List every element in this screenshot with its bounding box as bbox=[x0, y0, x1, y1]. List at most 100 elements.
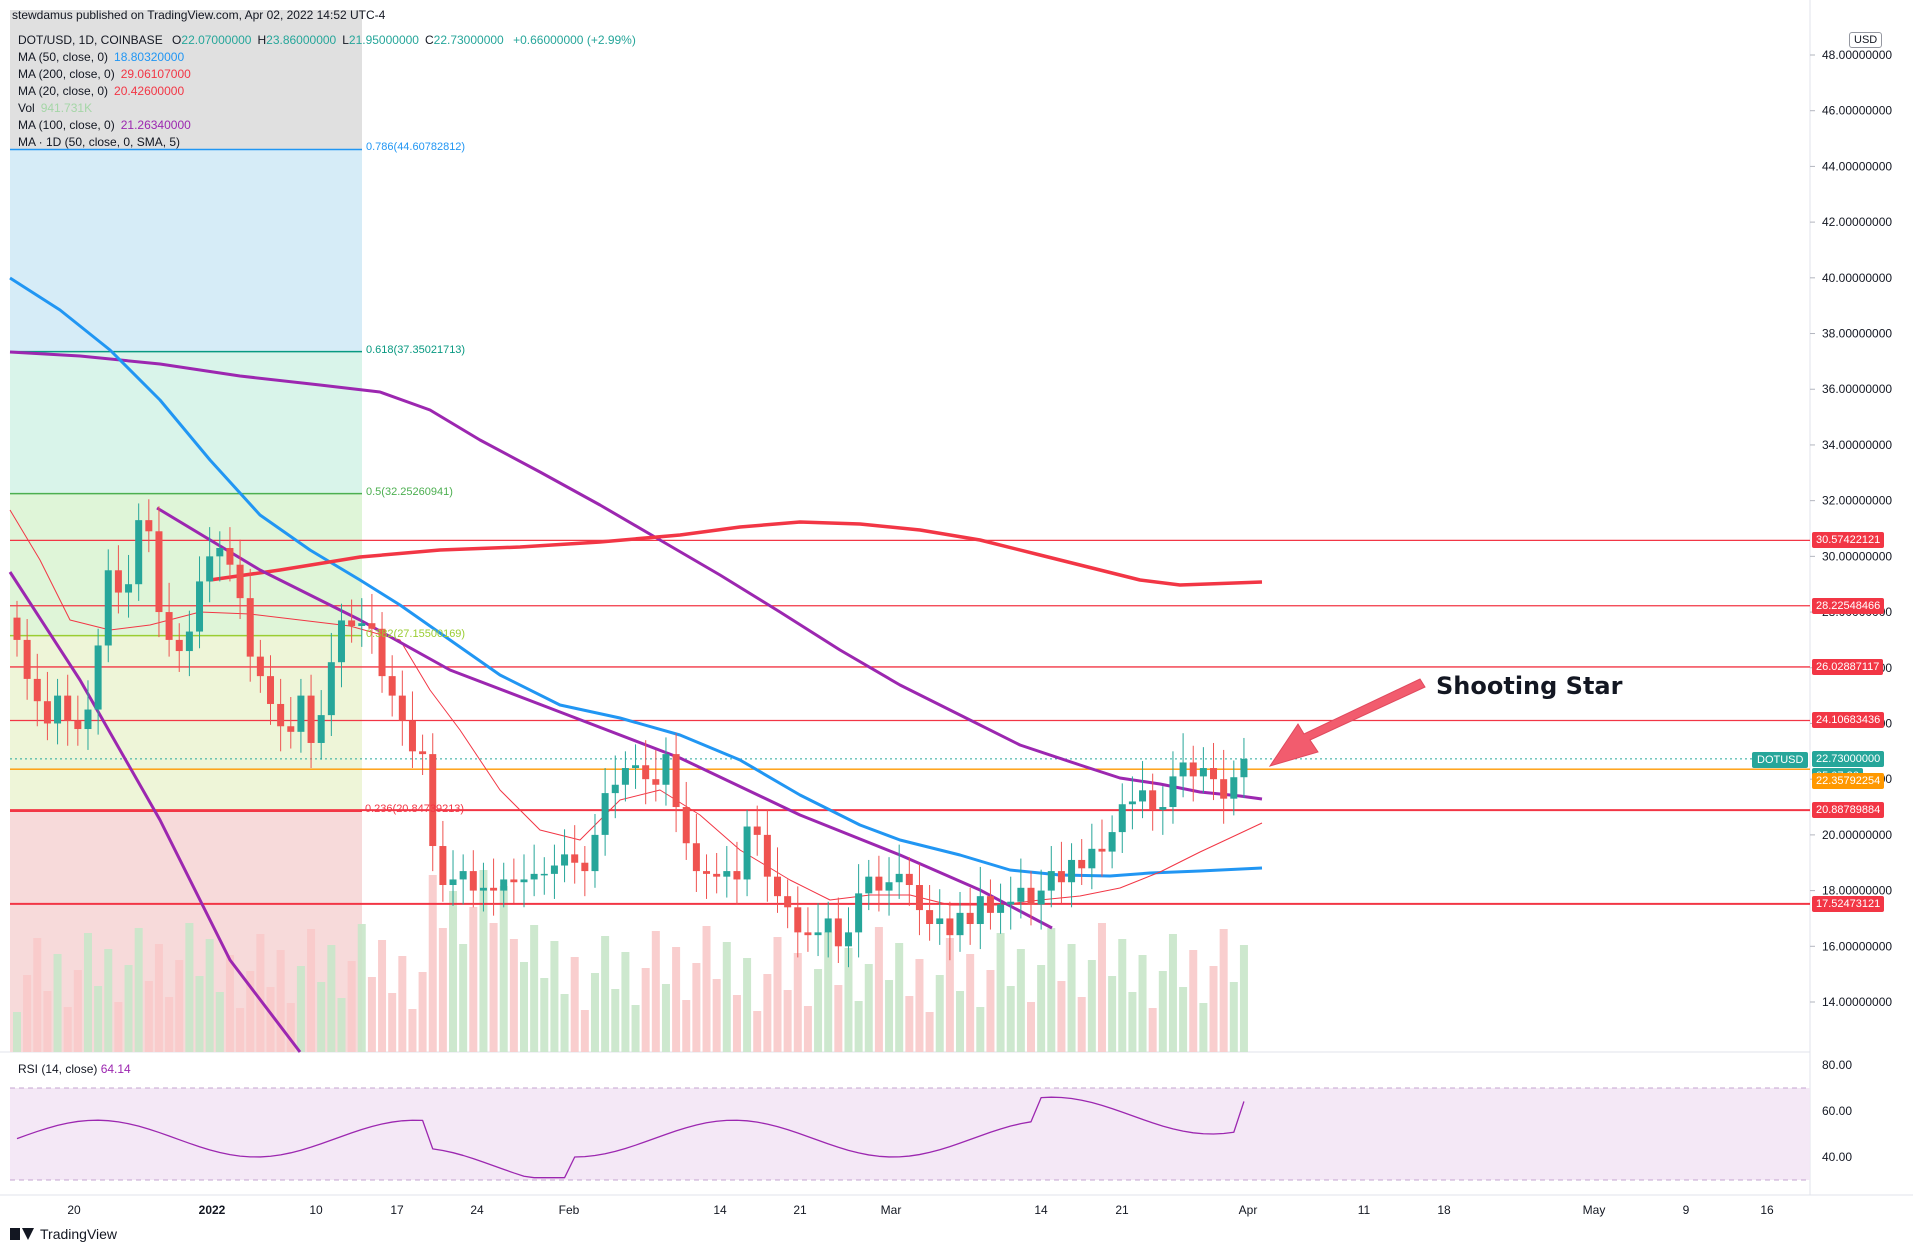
candle bbox=[155, 506, 163, 638]
candle bbox=[114, 545, 122, 614]
candle bbox=[1159, 786, 1167, 835]
legend-indicator-name: Vol bbox=[18, 101, 35, 115]
price-tick-label: 38.00000000 bbox=[1822, 327, 1892, 341]
volume-bar bbox=[854, 1001, 863, 1052]
candle-body bbox=[125, 584, 133, 593]
candle bbox=[844, 907, 852, 968]
candle bbox=[652, 749, 660, 802]
volume-bar bbox=[428, 875, 437, 1052]
candle bbox=[804, 907, 812, 952]
candle-body bbox=[804, 932, 812, 936]
volume-bar bbox=[388, 993, 397, 1052]
volume-bar bbox=[154, 944, 163, 1052]
time-tick-label: 11 bbox=[1358, 1203, 1371, 1217]
volume-bar bbox=[1138, 955, 1147, 1052]
legend-indicator-row[interactable]: MA (100, close, 0) 21.26340000 bbox=[18, 117, 636, 134]
shooting-star-annotation: Shooting Star bbox=[1436, 672, 1623, 700]
legend-indicator-row[interactable]: MA (200, close, 0) 29.06107000 bbox=[18, 66, 636, 83]
volume-bar bbox=[661, 984, 670, 1052]
currency-badge[interactable]: USD bbox=[1849, 32, 1883, 48]
candle bbox=[236, 539, 244, 620]
symbol-tag: DOTUSD bbox=[1752, 752, 1809, 768]
candle bbox=[125, 554, 133, 618]
volume-bar bbox=[104, 949, 113, 1052]
candle bbox=[692, 813, 700, 892]
candle bbox=[1118, 783, 1126, 853]
candle bbox=[267, 655, 274, 725]
candle-body bbox=[337, 620, 345, 663]
candle-body bbox=[601, 793, 609, 835]
legend-indicator-row[interactable]: MA (50, close, 0) 18.80320000 bbox=[18, 49, 636, 66]
volume-bar bbox=[814, 969, 823, 1052]
volume-bar bbox=[874, 927, 883, 1052]
legend-indicator-name: MA (20, close, 0) bbox=[18, 84, 109, 98]
volume-bar bbox=[844, 948, 853, 1052]
candle-body bbox=[510, 879, 518, 883]
candle bbox=[317, 690, 325, 760]
annotation-arrow bbox=[1268, 678, 1426, 767]
volume-bar bbox=[905, 996, 914, 1052]
candle-body bbox=[885, 882, 893, 891]
volume-bar bbox=[945, 938, 954, 1052]
time-tick-label: 9 bbox=[1683, 1203, 1690, 1217]
candle-body bbox=[1220, 779, 1228, 799]
legend-ohlc-key: C bbox=[424, 33, 434, 47]
volume-bar bbox=[114, 1002, 123, 1052]
candle-body bbox=[196, 581, 204, 632]
volume-bar bbox=[469, 907, 478, 1052]
candle-body bbox=[561, 854, 569, 866]
candle bbox=[1057, 841, 1065, 904]
price-tick-label: 48.00000000 bbox=[1822, 48, 1892, 62]
volume-bar bbox=[895, 943, 904, 1052]
candle-body bbox=[905, 873, 913, 886]
candle-body bbox=[834, 918, 842, 947]
candle bbox=[388, 655, 396, 717]
candle bbox=[277, 678, 285, 752]
fib-label: 0.786(44.60782812) bbox=[366, 141, 466, 154]
price-tag: 26.02887117 bbox=[1812, 658, 1884, 675]
candle bbox=[550, 844, 558, 899]
candle bbox=[1037, 869, 1045, 930]
legend-indicator-row[interactable]: MA (20, close, 0) 20.42600000 bbox=[18, 83, 636, 100]
rsi-value: 64.14 bbox=[100, 1062, 131, 1076]
volume-bar bbox=[560, 994, 569, 1052]
candle bbox=[490, 858, 498, 916]
candle-body bbox=[216, 547, 224, 557]
volume-bar bbox=[83, 933, 92, 1052]
volume-bar bbox=[317, 982, 326, 1052]
rsi-tick-label: 40.00 bbox=[1822, 1150, 1852, 1164]
rsi-tick-label: 80.00 bbox=[1822, 1058, 1852, 1072]
candle-body bbox=[490, 887, 498, 891]
volume-bar bbox=[651, 931, 660, 1052]
candle bbox=[398, 670, 406, 746]
candle-body bbox=[844, 932, 852, 947]
candle bbox=[500, 862, 508, 908]
volume-bar bbox=[793, 953, 802, 1052]
legend-indicator-row[interactable]: Vol 941.731K bbox=[18, 100, 636, 117]
candle-body bbox=[1230, 777, 1238, 799]
price-tick-label: 16.00000000 bbox=[1822, 939, 1892, 953]
volume-bar bbox=[1097, 923, 1106, 1052]
legend-ohlc-c: C22.73000000 bbox=[425, 33, 504, 47]
candle-body bbox=[13, 617, 21, 640]
legend-indicator-row[interactable]: MA · 1D (50, close, 0, SMA, 5) bbox=[18, 134, 636, 151]
volume-bar bbox=[692, 963, 701, 1052]
volume-bar bbox=[590, 973, 599, 1052]
legend-indicator-value: 21.26340000 bbox=[120, 118, 191, 132]
volume-bar bbox=[631, 1005, 640, 1052]
tradingview-logo[interactable]: TradingView bbox=[10, 1226, 117, 1242]
candle bbox=[459, 854, 467, 905]
volume-bar bbox=[489, 923, 498, 1052]
candle bbox=[54, 678, 62, 745]
volume-bar bbox=[621, 952, 630, 1052]
volume-bar bbox=[1158, 971, 1167, 1052]
candle bbox=[986, 879, 994, 930]
candle bbox=[145, 499, 153, 553]
volume-bar bbox=[337, 998, 346, 1052]
candle-body bbox=[368, 623, 376, 629]
volume-bar bbox=[1016, 949, 1025, 1052]
candle bbox=[378, 612, 386, 693]
volume-bar bbox=[550, 941, 559, 1052]
price-tick-label: 40.00000000 bbox=[1822, 271, 1892, 285]
